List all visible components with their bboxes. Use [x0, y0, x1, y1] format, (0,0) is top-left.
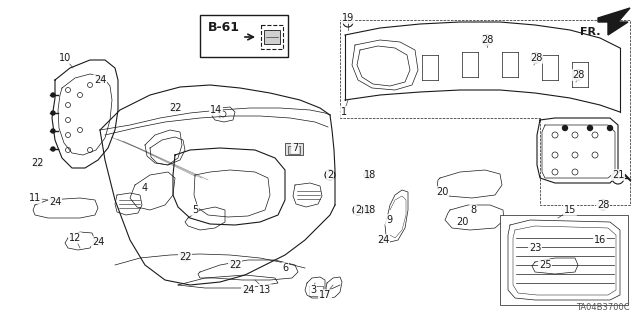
Circle shape [535, 246, 539, 250]
Text: 2: 2 [355, 205, 361, 215]
Text: 19: 19 [342, 13, 354, 23]
Text: 28: 28 [597, 200, 609, 210]
Bar [261, 25, 283, 49]
Circle shape [607, 125, 612, 130]
Text: 1: 1 [341, 107, 347, 117]
Circle shape [588, 125, 593, 130]
Text: 12: 12 [69, 233, 81, 243]
Bar [200, 15, 288, 57]
Circle shape [51, 93, 55, 97]
Text: 16: 16 [594, 235, 606, 245]
Text: 7: 7 [292, 143, 298, 153]
Text: 22: 22 [228, 260, 241, 270]
Text: 2: 2 [327, 170, 333, 180]
Text: 20: 20 [456, 217, 468, 227]
Text: 22: 22 [32, 158, 44, 168]
Text: 18: 18 [364, 170, 376, 180]
Text: 9: 9 [386, 215, 392, 225]
Text: 22: 22 [169, 103, 181, 113]
Bar [285, 143, 303, 155]
Text: 24: 24 [377, 235, 389, 245]
Text: 28: 28 [530, 53, 542, 63]
Circle shape [563, 125, 568, 130]
Text: 13: 13 [259, 285, 271, 295]
Circle shape [51, 147, 55, 151]
Bar [288, 146, 300, 154]
Text: 17: 17 [319, 290, 331, 300]
Text: 24: 24 [94, 75, 106, 85]
Text: 4: 4 [142, 183, 148, 193]
Text: 28: 28 [572, 70, 584, 80]
Circle shape [51, 129, 55, 133]
Text: 22: 22 [179, 252, 191, 262]
Text: 15: 15 [564, 205, 576, 215]
Polygon shape [598, 8, 630, 35]
Text: B-61: B-61 [208, 21, 240, 34]
Text: TA04B3700C: TA04B3700C [577, 303, 630, 312]
Text: 20: 20 [436, 187, 448, 197]
Text: 24: 24 [242, 285, 254, 295]
Text: 24: 24 [92, 237, 104, 247]
Text: 11: 11 [29, 193, 41, 203]
Text: 24: 24 [49, 197, 61, 207]
Text: 25: 25 [539, 260, 551, 270]
Text: 14: 14 [210, 105, 222, 115]
Text: 6: 6 [282, 263, 288, 273]
Text: 5: 5 [192, 205, 198, 215]
Bar [500, 215, 628, 305]
Text: 21: 21 [612, 170, 624, 180]
Text: 8: 8 [470, 205, 476, 215]
Text: FR.: FR. [580, 27, 600, 37]
Circle shape [51, 111, 55, 115]
Text: 10: 10 [59, 53, 71, 63]
Text: 18: 18 [364, 205, 376, 215]
Text: 23: 23 [529, 243, 541, 253]
Text: 28: 28 [481, 35, 493, 45]
Text: 3: 3 [310, 285, 316, 295]
Bar [264, 30, 280, 44]
